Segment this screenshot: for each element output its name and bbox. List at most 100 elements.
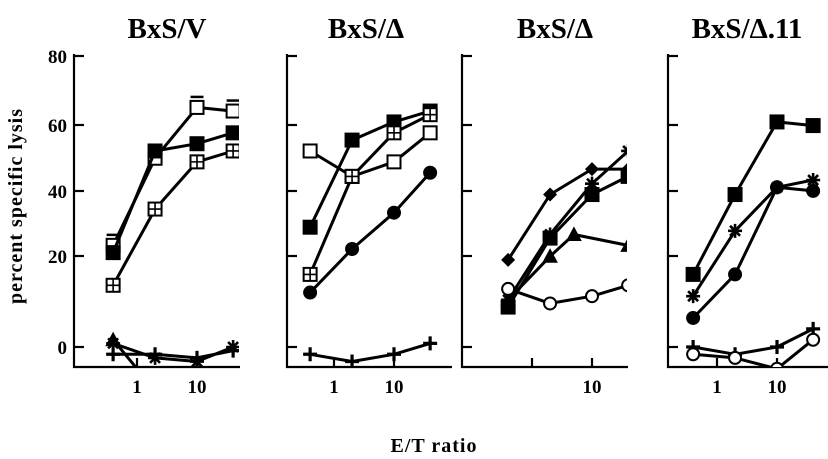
circle-open-marker <box>806 332 821 347</box>
circle-open-marker <box>686 347 701 362</box>
square-open-marker <box>422 125 438 141</box>
circle-filled-marker <box>728 267 743 282</box>
series-line <box>692 338 815 367</box>
x-tick-label: 10 <box>768 377 787 398</box>
circle-open-marker <box>501 281 516 296</box>
series-line <box>506 175 627 308</box>
series-line <box>692 327 814 356</box>
series-line <box>111 105 234 247</box>
circle-filled-marker <box>423 165 438 180</box>
x-tick-label: 1 <box>329 377 339 398</box>
square-filled-marker <box>769 114 785 130</box>
panel-2-title: BxS/Δ <box>328 13 404 45</box>
panel-4: BxS/Δ.11 1 10 <box>666 13 828 398</box>
square-plus-marker-cross <box>345 169 359 183</box>
circle-filled-marker <box>303 285 318 300</box>
series-line <box>111 131 234 254</box>
square-filled-marker <box>302 219 318 235</box>
square-plus-marker-cross <box>303 267 317 281</box>
series-5 <box>501 278 627 311</box>
panel-3-y-ticks <box>462 54 472 349</box>
panel-3-x-ticks: 10 <box>530 358 602 398</box>
series-3 <box>105 143 239 293</box>
panel-2: BxS/Δ 1 10 <box>285 13 452 398</box>
plus-marker <box>423 336 438 351</box>
y-tick-label: 40 <box>48 182 67 203</box>
series-line <box>309 131 432 178</box>
series-line <box>507 233 627 301</box>
series-1 <box>302 125 438 184</box>
series-line <box>691 178 814 298</box>
square-filled-marker <box>542 230 558 246</box>
asterisk-marker <box>621 143 627 158</box>
panel-2-x-ticks: 1 10 <box>329 358 404 398</box>
circle-filled-marker <box>387 205 401 220</box>
asterisk-marker <box>686 289 701 304</box>
diamond-filled-marker <box>501 252 516 267</box>
y-axis-label: percent specific lysis <box>5 108 27 304</box>
triangle-filled-marker <box>500 291 516 307</box>
plus-marker <box>190 350 204 365</box>
circle-open-marker <box>728 350 743 365</box>
square-filled-marker <box>344 132 360 148</box>
series-line <box>691 120 814 276</box>
series-5 <box>303 336 438 367</box>
square-filled-marker <box>105 245 121 261</box>
x-tick-label: 10 <box>583 377 602 398</box>
series-6 <box>105 331 162 397</box>
series-3 <box>302 107 438 282</box>
asterisk-marker <box>806 173 821 188</box>
square-plus-marker-cross <box>423 108 437 122</box>
square-filled-marker <box>727 187 743 203</box>
diamond-filled-marker <box>543 187 558 202</box>
circle-filled-marker <box>192 365 202 367</box>
series-line <box>692 185 814 320</box>
series-4 <box>500 226 627 307</box>
panel-1-y-axis <box>72 54 240 369</box>
triangle-marker <box>148 384 162 397</box>
panel-1: BxS/V 80 60 40 20 0 1 10 <box>48 13 240 398</box>
circle-filled-marker <box>686 310 701 325</box>
square-filled-marker <box>685 266 701 282</box>
panel-2-plot-area <box>302 103 438 367</box>
series-5 <box>106 343 239 365</box>
x-tick-label: 1 <box>132 377 142 398</box>
panel-1-y-ticks: 80 60 40 20 0 <box>48 47 84 359</box>
series-line <box>113 349 234 360</box>
square-plus-marker-cross <box>226 144 239 158</box>
series-1 <box>685 114 821 282</box>
panel-1-title: BxS/V <box>128 13 207 45</box>
panel-4-y-ticks <box>668 54 678 349</box>
series-line <box>506 149 627 301</box>
circle-open-marker <box>543 296 558 311</box>
panel-3: BxS/Δ 10 <box>460 13 628 398</box>
panel-4-plot-area <box>685 114 821 367</box>
plus-marker <box>226 343 239 358</box>
x-tick-label: 1 <box>712 377 722 398</box>
series-3 <box>686 180 821 325</box>
x-axis-label: E/T ratio <box>391 435 478 457</box>
square-plus-marker-cross <box>190 155 204 169</box>
asterisk-marker <box>728 223 743 238</box>
circle-open-marker <box>770 361 784 367</box>
series-line <box>309 171 432 294</box>
y-tick-label: 0 <box>58 338 68 359</box>
circle-filled-marker <box>345 241 360 256</box>
square-open-marker <box>386 154 402 170</box>
series-line <box>308 109 431 228</box>
series-line <box>309 341 431 363</box>
square-open-bar-marker <box>189 99 205 115</box>
square-plus-marker-cross <box>387 126 401 140</box>
plus-marker <box>345 354 360 367</box>
triangle-filled-marker <box>620 239 627 252</box>
series-1 <box>105 95 239 253</box>
series-line <box>111 338 138 367</box>
panel-1-plot-area <box>105 95 239 397</box>
x-tick-label: 10 <box>188 377 207 398</box>
panel-3-y-axis <box>460 54 628 369</box>
series-line <box>111 149 234 287</box>
square-open-marker <box>302 143 318 159</box>
diamond-filled-marker <box>585 162 599 177</box>
circle-filled-marker <box>770 180 784 195</box>
y-tick-label: 80 <box>48 47 67 68</box>
